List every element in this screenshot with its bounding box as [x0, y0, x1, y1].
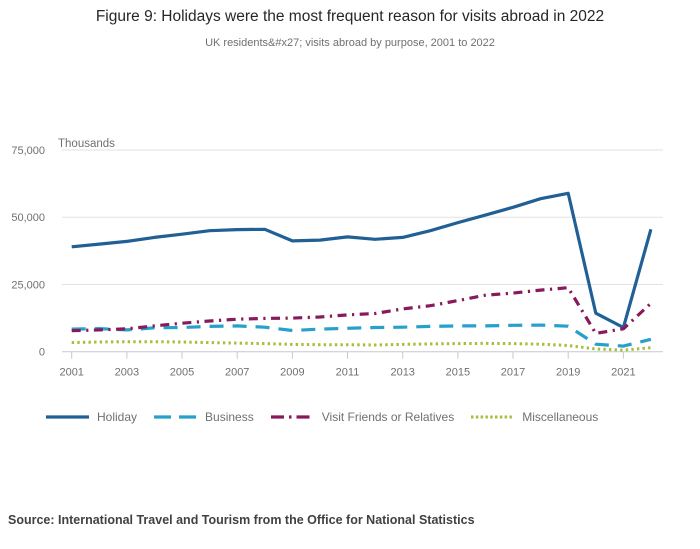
figure-subtitle: UK residents&#x27; visits abroad by purp… [205, 37, 495, 49]
y-tick-label: 25,000 [11, 280, 45, 292]
legend-swatch-holiday [46, 415, 89, 419]
legend-item-holiday[interactable]: Holiday [45, 410, 137, 424]
x-tick-label: 2017 [501, 367, 525, 379]
legend-swatch-business [154, 415, 198, 419]
x-tick-label: 2015 [446, 367, 470, 379]
chart-legend: Holiday Business Visit Friends or Relative… [45, 405, 598, 429]
series-line-business [71, 323, 652, 348]
x-tick-label: 2021 [611, 367, 635, 379]
y-tick-label: 75,000 [11, 145, 45, 157]
line-chart: 0 25,000 50,000 75,000 Thousands 2001 2003 2005… [11, 138, 663, 379]
legend-item-visit-friends-or-relatives[interactable]: Visit Friends or Relatives [270, 410, 455, 424]
series-line-miscellaneous [71, 340, 652, 352]
source-note: Source: International Travel and Tourism… [8, 513, 475, 527]
y-axis-unit-label: Thousands [58, 138, 115, 150]
legend-label-business: Business [205, 410, 254, 424]
legend-item-business[interactable]: Business [153, 410, 254, 424]
legend-item-miscellaneous[interactable]: Miscellaneous [470, 410, 598, 424]
legend-label-holiday: Holiday [97, 410, 138, 424]
x-tick-label: 2003 [115, 367, 139, 379]
series-line-visit-friends-or-relatives [71, 286, 652, 335]
x-tick-label: 2019 [556, 367, 580, 379]
x-tick-label: 2009 [280, 367, 304, 379]
figure-title: Figure 9: Holidays were the most frequen… [95, 8, 605, 25]
legend-swatch-miscellaneous [471, 415, 515, 419]
y-tick-label: 0 [39, 347, 45, 359]
x-tick-label: 2007 [225, 367, 249, 379]
legend-swatch-visit-friends-or-relatives [270, 415, 314, 419]
x-tick-label: 2011 [336, 367, 360, 379]
x-tick-label: 2001 [59, 367, 83, 379]
x-tick-label: 2013 [390, 367, 414, 379]
y-tick-label: 50,000 [11, 212, 45, 224]
x-tick-label: 2005 [170, 367, 194, 379]
series-line-holiday [71, 191, 653, 330]
legend-label-miscellaneous: Miscellaneous [522, 410, 599, 424]
legend-label-visit-friends-or-relatives: Visit Friends or Relatives [321, 410, 455, 424]
